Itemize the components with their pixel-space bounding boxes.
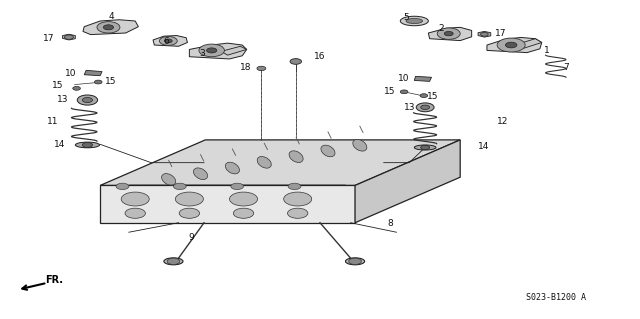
Circle shape (207, 48, 217, 53)
Text: 13: 13 (57, 95, 68, 104)
Circle shape (97, 22, 120, 33)
Text: 15: 15 (384, 87, 395, 96)
Circle shape (83, 142, 93, 147)
Text: 12: 12 (497, 117, 509, 126)
Ellipse shape (162, 174, 176, 185)
Polygon shape (478, 32, 491, 37)
Circle shape (73, 86, 81, 90)
Polygon shape (189, 43, 246, 59)
Ellipse shape (321, 145, 335, 157)
Circle shape (159, 36, 177, 45)
Polygon shape (518, 39, 541, 48)
Polygon shape (355, 140, 460, 223)
Circle shape (444, 32, 453, 36)
Ellipse shape (289, 151, 303, 162)
Circle shape (179, 208, 200, 218)
Ellipse shape (414, 145, 436, 150)
Circle shape (257, 66, 266, 70)
Circle shape (290, 59, 301, 64)
Text: 5: 5 (403, 13, 409, 22)
Text: 16: 16 (314, 52, 325, 61)
Polygon shape (487, 37, 541, 53)
Circle shape (230, 192, 257, 206)
Circle shape (497, 38, 525, 52)
Polygon shape (100, 185, 355, 223)
Circle shape (506, 42, 517, 48)
Text: 13: 13 (404, 103, 415, 112)
Text: 14: 14 (54, 140, 65, 149)
Circle shape (231, 183, 244, 189)
Circle shape (284, 192, 312, 206)
Text: 11: 11 (47, 117, 59, 126)
Polygon shape (84, 70, 102, 76)
Text: 15: 15 (52, 81, 63, 90)
Circle shape (175, 192, 204, 206)
Polygon shape (414, 76, 431, 81)
Circle shape (83, 98, 93, 103)
Ellipse shape (164, 258, 183, 265)
Circle shape (121, 192, 149, 206)
Text: 6: 6 (163, 37, 169, 46)
Text: S023-B1200 A: S023-B1200 A (526, 293, 586, 301)
Ellipse shape (346, 258, 365, 265)
Circle shape (199, 44, 225, 57)
Ellipse shape (353, 139, 367, 151)
Circle shape (77, 95, 98, 105)
Polygon shape (100, 140, 460, 185)
Polygon shape (153, 35, 188, 46)
Ellipse shape (257, 157, 271, 168)
Circle shape (287, 208, 308, 218)
Text: 17: 17 (43, 34, 54, 43)
Circle shape (420, 94, 428, 98)
Text: 1: 1 (544, 46, 550, 55)
Polygon shape (428, 27, 472, 41)
Circle shape (349, 258, 362, 264)
Ellipse shape (193, 168, 207, 180)
Text: 14: 14 (478, 142, 490, 151)
Text: 9: 9 (188, 234, 194, 242)
Circle shape (420, 105, 429, 109)
Circle shape (95, 80, 102, 84)
Text: 8: 8 (387, 219, 393, 228)
Circle shape (437, 28, 460, 39)
Ellipse shape (76, 142, 100, 148)
Text: FR.: FR. (45, 275, 63, 285)
Ellipse shape (225, 162, 239, 174)
Text: 15: 15 (427, 92, 438, 101)
Circle shape (125, 208, 145, 218)
Polygon shape (83, 20, 138, 34)
Circle shape (234, 208, 253, 218)
Text: 7: 7 (563, 63, 569, 72)
Polygon shape (221, 46, 246, 55)
Circle shape (481, 33, 488, 36)
Text: 17: 17 (495, 29, 507, 38)
Text: 10: 10 (397, 74, 409, 83)
Polygon shape (63, 34, 76, 40)
Circle shape (103, 25, 113, 30)
Text: 2: 2 (438, 24, 444, 33)
Ellipse shape (400, 16, 428, 26)
Text: 15: 15 (104, 77, 116, 85)
Text: 10: 10 (65, 69, 77, 78)
Ellipse shape (406, 19, 422, 24)
Circle shape (116, 183, 129, 189)
Circle shape (65, 35, 74, 39)
Circle shape (167, 258, 180, 264)
Circle shape (420, 145, 429, 150)
Circle shape (173, 183, 186, 189)
Text: 18: 18 (239, 63, 251, 72)
Circle shape (416, 103, 434, 112)
Circle shape (164, 39, 172, 43)
Text: 4: 4 (109, 12, 115, 21)
Text: 3: 3 (199, 49, 205, 58)
Circle shape (400, 90, 408, 94)
Circle shape (288, 183, 301, 189)
